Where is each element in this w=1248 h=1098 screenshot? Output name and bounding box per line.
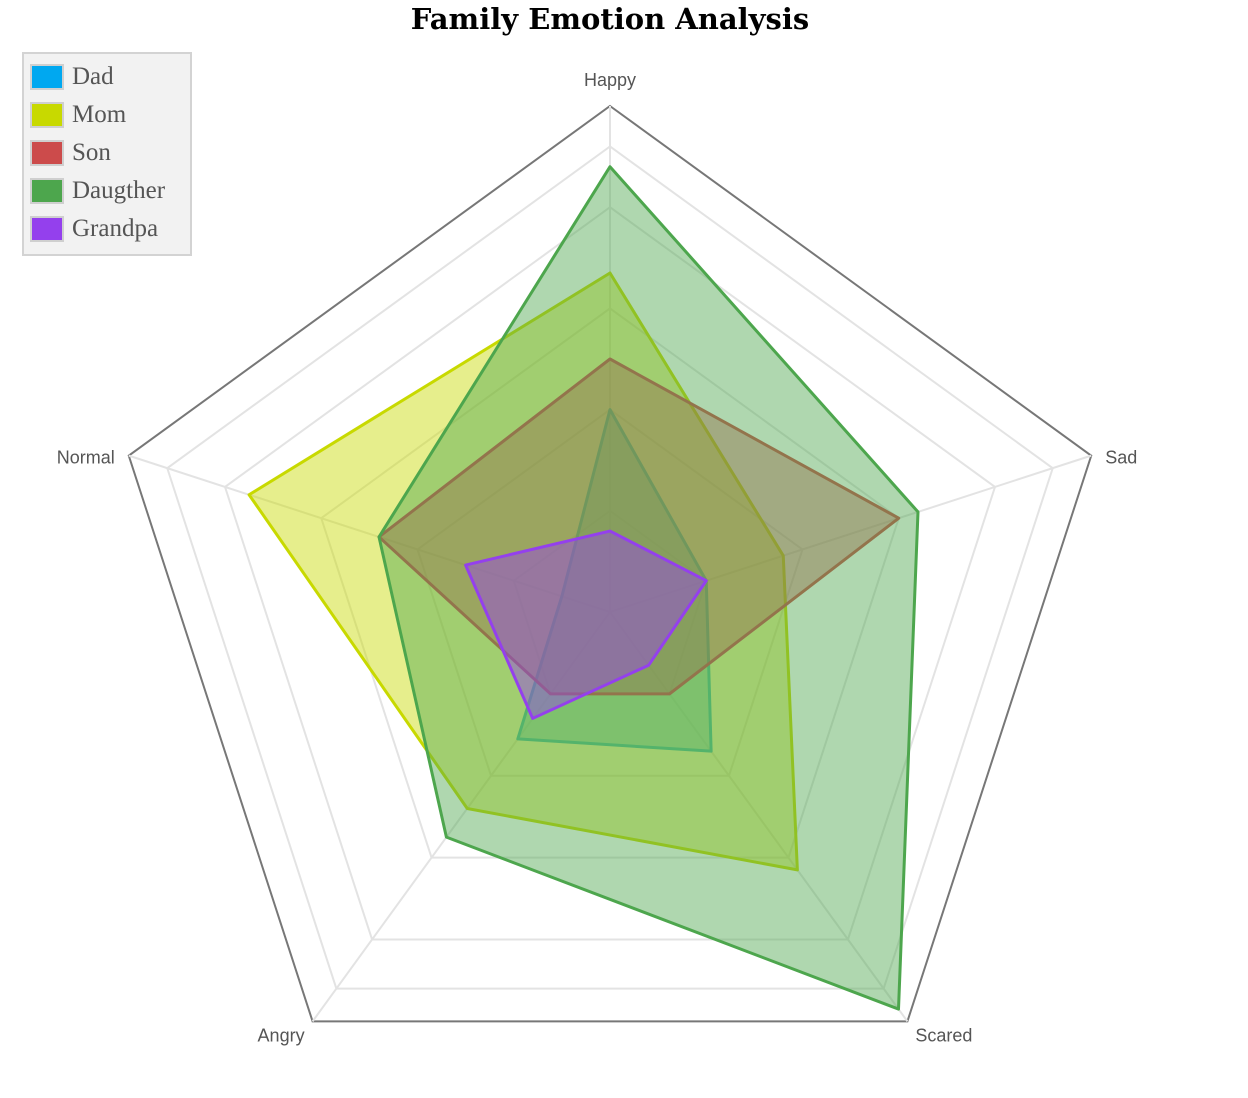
legend-item-daugther[interactable]: Daugther (30, 172, 190, 210)
legend-item-son[interactable]: Son (30, 134, 190, 172)
legend-label: Mom (72, 101, 127, 128)
radar-grid-ring (320, 307, 900, 859)
radar-outer-frame (127, 104, 1093, 1023)
legend-label: Son (72, 139, 111, 166)
legend-label: Daugther (72, 177, 166, 204)
radar-grid-ring (166, 145, 1054, 990)
legend-swatch (30, 178, 64, 204)
axis-label-angry: Angry (258, 1025, 305, 1045)
legend-swatch (30, 102, 64, 128)
legend-swatch (30, 140, 64, 166)
legend-item-mom[interactable]: Mom (30, 96, 190, 134)
radar-grid-ring (223, 205, 997, 941)
axis-labels: Happy Sad Scared Angry Normal (57, 70, 1138, 1045)
radar-spoke (128, 454, 611, 613)
radar-series (247, 165, 920, 1011)
radar-grid (127, 104, 1093, 1023)
legend-label: Dad (72, 63, 114, 90)
legend-swatch (30, 64, 64, 90)
legend-label: Grandpa (72, 215, 159, 242)
legend-item-dad[interactable]: Dad (30, 58, 190, 96)
radar-grid-ring (416, 408, 804, 777)
series-son[interactable] (377, 357, 901, 696)
chart-title: Family Emotion Analysis (410, 2, 810, 36)
legend-item-grandpa[interactable]: Grandpa (30, 210, 190, 248)
series-daugther[interactable] (377, 165, 920, 1011)
axis-label-sad: Sad (1105, 448, 1137, 468)
legend-swatch (30, 216, 64, 242)
series-grandpa[interactable] (464, 529, 708, 720)
series-mom[interactable] (247, 271, 799, 872)
axis-label-normal: Normal (57, 448, 115, 468)
axis-label-happy: Happy (584, 70, 636, 90)
axis-label-scared: Scared (915, 1025, 972, 1045)
radar-spoke (609, 611, 909, 1022)
legend: Dad Mom Son Daugther Grandpa (22, 52, 192, 256)
radar-spoke (311, 611, 611, 1022)
radar-spoke (609, 454, 1092, 613)
series-dad[interactable] (516, 408, 713, 753)
